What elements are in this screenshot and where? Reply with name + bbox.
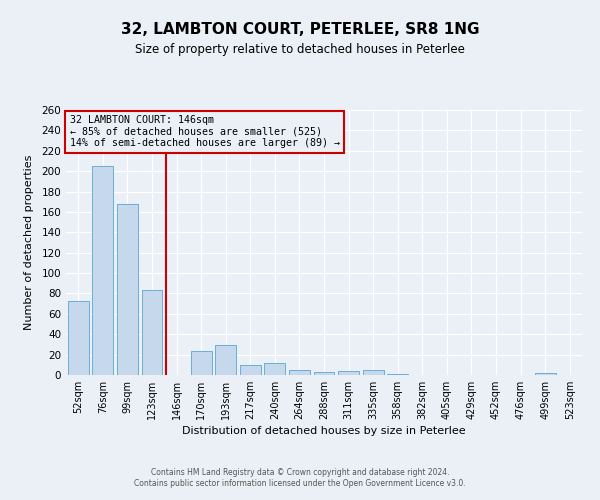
Text: Contains HM Land Registry data © Crown copyright and database right 2024.
Contai: Contains HM Land Registry data © Crown c… bbox=[134, 468, 466, 487]
Bar bbox=[117, 204, 138, 375]
Bar bbox=[92, 166, 113, 375]
Bar bbox=[535, 373, 556, 375]
Bar bbox=[387, 374, 408, 375]
Bar bbox=[289, 370, 310, 375]
Bar bbox=[265, 363, 286, 375]
Text: Size of property relative to detached houses in Peterlee: Size of property relative to detached ho… bbox=[135, 42, 465, 56]
Bar bbox=[68, 300, 89, 375]
Bar bbox=[142, 290, 163, 375]
Bar bbox=[314, 372, 334, 375]
Bar bbox=[338, 371, 359, 375]
Bar bbox=[215, 346, 236, 375]
Bar bbox=[191, 350, 212, 375]
Text: 32 LAMBTON COURT: 146sqm
← 85% of detached houses are smaller (525)
14% of semi-: 32 LAMBTON COURT: 146sqm ← 85% of detach… bbox=[70, 115, 340, 148]
Text: 32, LAMBTON COURT, PETERLEE, SR8 1NG: 32, LAMBTON COURT, PETERLEE, SR8 1NG bbox=[121, 22, 479, 38]
X-axis label: Distribution of detached houses by size in Peterlee: Distribution of detached houses by size … bbox=[182, 426, 466, 436]
Bar bbox=[362, 370, 383, 375]
Bar bbox=[240, 365, 261, 375]
Y-axis label: Number of detached properties: Number of detached properties bbox=[25, 155, 34, 330]
